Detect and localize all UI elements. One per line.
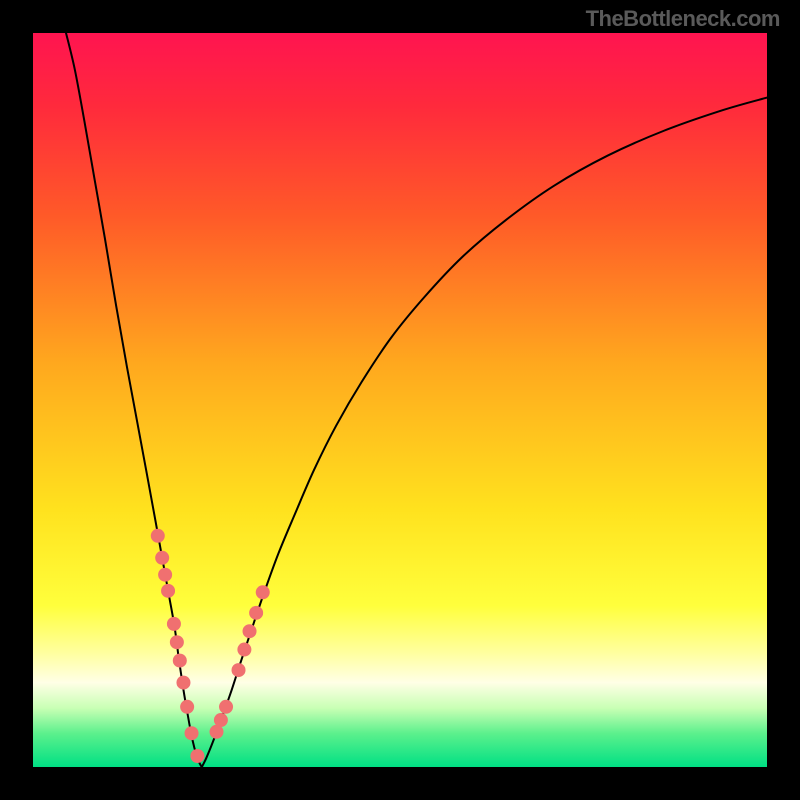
data-marker — [151, 529, 165, 543]
data-marker — [158, 568, 172, 582]
data-marker — [170, 635, 184, 649]
chart-svg — [33, 33, 767, 767]
watermark-text: TheBottleneck.com — [586, 6, 780, 32]
data-marker — [243, 624, 257, 638]
data-marker — [219, 700, 233, 714]
data-marker — [176, 676, 190, 690]
data-marker — [155, 551, 169, 565]
data-marker — [232, 663, 246, 677]
data-marker — [161, 584, 175, 598]
data-marker — [214, 713, 228, 727]
gradient-background — [33, 33, 767, 767]
plot-area — [33, 33, 767, 767]
data-marker — [167, 617, 181, 631]
data-marker — [185, 726, 199, 740]
data-marker — [173, 654, 187, 668]
data-marker — [256, 585, 270, 599]
chart-root: TheBottleneck.com — [0, 0, 800, 800]
data-marker — [180, 700, 194, 714]
data-marker — [190, 749, 204, 763]
data-marker — [249, 606, 263, 620]
data-marker — [237, 643, 251, 657]
